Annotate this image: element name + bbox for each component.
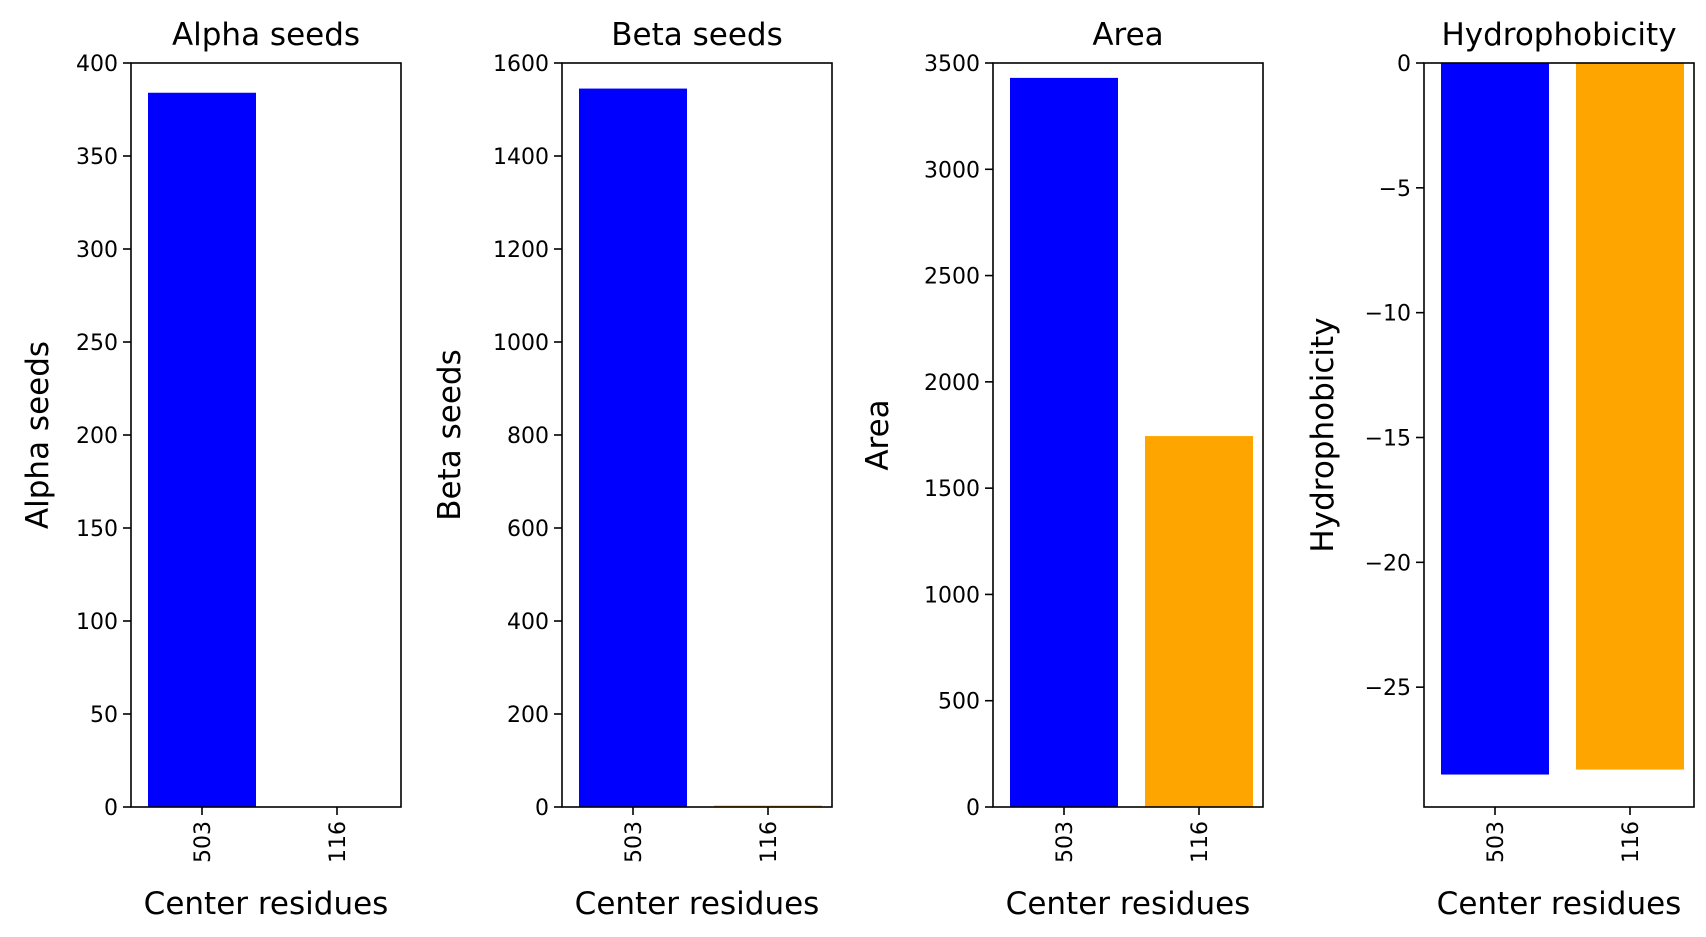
y-tick-label: 800 (507, 424, 549, 449)
subplot-2: 0 200 400 600 800 1000 1200 1400 1600 503 116 Beta … (432, 17, 833, 922)
y-axis-label: Alpha seeds (20, 341, 56, 529)
x-tick-label-116: 116 (1188, 821, 1213, 863)
y-tick-label: 200 (507, 703, 549, 728)
y-tick-label: 1000 (924, 583, 980, 608)
bar-503 (148, 92, 256, 807)
subplot-title: Alpha seeds (172, 17, 360, 53)
y-tick-label: 500 (938, 690, 980, 715)
y-tick-label: −25 (1365, 676, 1411, 701)
y-tick-label: 600 (507, 517, 549, 542)
y-tick-label: 2500 (924, 265, 980, 290)
x-tick-label-116: 116 (326, 821, 351, 863)
y-tick-label: 3500 (924, 52, 980, 77)
y-axis-label: Area (860, 399, 896, 470)
y-tick-label: 400 (76, 52, 118, 77)
y-tick-label: 1000 (493, 331, 549, 356)
subplot-title: Beta seeds (611, 17, 782, 53)
x-tick-label-503: 503 (1484, 821, 1509, 863)
subplot-4: 0 −5 −10 −15 −20 −25 503 116 Hydrophobicity Cente… (1305, 17, 1695, 922)
bar-116 (1576, 63, 1684, 770)
y-tick-label: −20 (1365, 551, 1411, 576)
bar-503 (1441, 63, 1549, 775)
y-tick-label: 1600 (493, 52, 549, 77)
y-tick-label: 200 (76, 424, 118, 449)
x-axis-label: Center residues (144, 886, 389, 922)
y-tick-label: 1400 (493, 145, 549, 170)
x-axis-label: Center residues (1437, 886, 1682, 922)
subplot-3: 0 500 1000 1500 2000 2500 3000 3500 503 116 Area Ce… (860, 17, 1264, 922)
y-tick-label: 50 (90, 703, 118, 728)
x-tick-label-503: 503 (622, 821, 647, 863)
y-tick-label: 100 (76, 610, 118, 635)
y-tick-label: 300 (76, 238, 118, 263)
y-tick-label: −15 (1365, 426, 1411, 451)
subplot-1: 0 50 100 150 200 250 300 350 400 503 116 Alpha seed… (20, 17, 402, 922)
y-axis-label: Hydrophobicity (1305, 317, 1341, 552)
y-tick-label: −10 (1365, 302, 1411, 327)
x-tick-label-116: 116 (1619, 821, 1644, 863)
subplot-title: Hydrophobicity (1441, 17, 1676, 53)
bar-503 (579, 88, 687, 807)
y-tick-label: 150 (76, 517, 118, 542)
x-axis-label: Center residues (575, 886, 820, 922)
y-tick-label: 350 (76, 145, 118, 170)
y-tick-label: 400 (507, 610, 549, 635)
y-tick-label: −5 (1379, 177, 1411, 202)
y-tick-label: 250 (76, 331, 118, 356)
x-axis-label: Center residues (1006, 886, 1251, 922)
axes-frame (992, 62, 1264, 808)
y-tick-label: 3000 (924, 158, 980, 183)
y-tick-label: 0 (104, 796, 118, 821)
axes-frame (1423, 62, 1695, 808)
x-tick-label-503: 503 (1053, 821, 1078, 863)
y-axis-label: Beta seeds (432, 349, 468, 520)
y-tick-label: 0 (535, 796, 549, 821)
bar-116 (1145, 436, 1253, 807)
y-tick-label: 2000 (924, 371, 980, 396)
x-tick-label-116: 116 (757, 821, 782, 863)
y-tick-label: 1500 (924, 477, 980, 502)
x-tick-label-503: 503 (191, 821, 216, 863)
y-tick-label: 1200 (493, 238, 549, 263)
subplot-title: Area (1092, 17, 1163, 53)
y-tick-label: 0 (966, 796, 980, 821)
bar-503 (1010, 77, 1118, 807)
y-tick-label: 0 (1397, 52, 1411, 77)
